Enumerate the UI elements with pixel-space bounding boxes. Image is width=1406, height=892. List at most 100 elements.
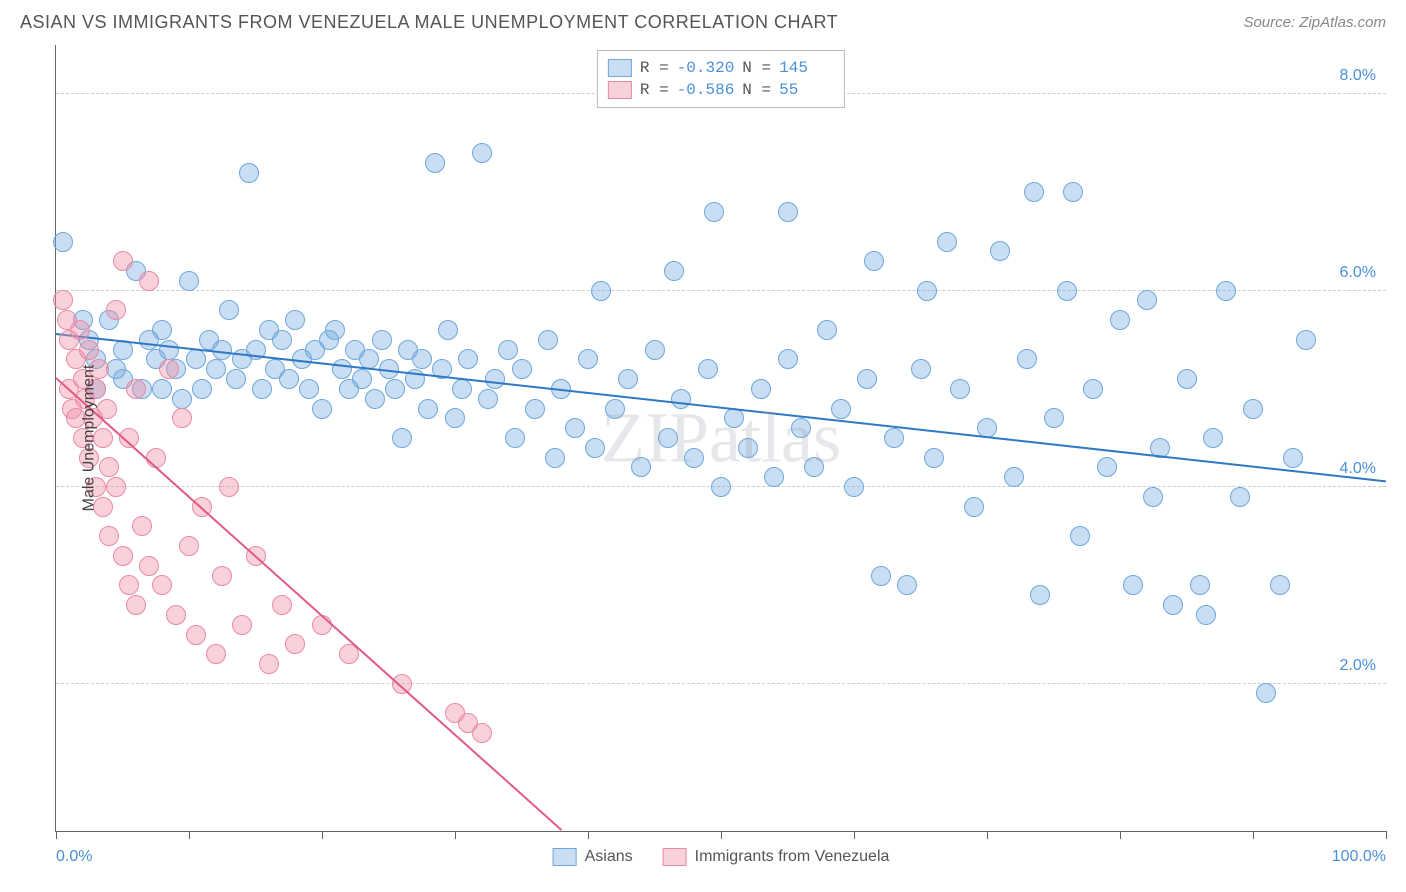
scatter-point (172, 408, 192, 428)
scatter-point (591, 281, 611, 301)
x-axis-max-label: 100.0% (1332, 848, 1386, 866)
scatter-point (917, 281, 937, 301)
scatter-point (1057, 281, 1077, 301)
scatter-point (79, 340, 99, 360)
scatter-point (1017, 349, 1037, 369)
scatter-point (645, 340, 665, 360)
scatter-point (412, 349, 432, 369)
scatter-point (1137, 290, 1157, 310)
scatter-point (671, 389, 691, 409)
scatter-point (239, 163, 259, 183)
scatter-point (458, 349, 478, 369)
legend-item-series2: Immigrants from Venezuela (663, 848, 890, 866)
scatter-point (472, 723, 492, 743)
scatter-point (804, 457, 824, 477)
scatter-point (219, 300, 239, 320)
scatter-point (252, 379, 272, 399)
x-tick (987, 831, 988, 839)
scatter-point (70, 320, 90, 340)
scatter-point (152, 575, 172, 595)
scatter-point (186, 625, 206, 645)
scatter-point (964, 497, 984, 517)
scatter-point (817, 320, 837, 340)
scatter-point (172, 389, 192, 409)
scatter-point (1044, 408, 1064, 428)
scatter-point (332, 359, 352, 379)
scatter-point (312, 399, 332, 419)
scatter-point (618, 369, 638, 389)
stats-row-series2: R = -0.586 N = 55 (608, 79, 834, 101)
scatter-point (425, 153, 445, 173)
scatter-point (990, 241, 1010, 261)
scatter-point (658, 428, 678, 448)
scatter-point (831, 399, 851, 419)
y-axis-title: Male Unemployment (80, 365, 98, 512)
scatter-point (485, 369, 505, 389)
x-tick (56, 831, 57, 839)
legend-swatch-series1 (553, 848, 577, 866)
scatter-point (884, 428, 904, 448)
scatter-point (857, 369, 877, 389)
scatter-point (139, 556, 159, 576)
x-tick (1253, 831, 1254, 839)
scatter-point (212, 566, 232, 586)
scatter-point (113, 251, 133, 271)
scatter-point (605, 399, 625, 419)
scatter-point (325, 320, 345, 340)
y-tick-label: 2.0% (1340, 657, 1376, 675)
scatter-point (1097, 457, 1117, 477)
scatter-point (279, 369, 299, 389)
scatter-point (299, 379, 319, 399)
scatter-point (179, 536, 199, 556)
y-tick-label: 6.0% (1340, 264, 1376, 282)
r-label: R = (640, 81, 669, 99)
scatter-point (53, 290, 73, 310)
n-label: N = (742, 81, 771, 99)
scatter-point (565, 418, 585, 438)
scatter-point (871, 566, 891, 586)
gridline (56, 683, 1386, 684)
source-attribution: Source: ZipAtlas.com (1243, 14, 1386, 31)
r-value-series1: -0.320 (677, 59, 735, 77)
trendline (56, 333, 1386, 482)
scatter-point (791, 418, 811, 438)
scatter-point (1296, 330, 1316, 350)
stats-legend-box: R = -0.320 N = 145 R = -0.586 N = 55 (597, 50, 845, 108)
scatter-point (192, 379, 212, 399)
scatter-point (126, 379, 146, 399)
scatter-point (372, 330, 392, 350)
scatter-point (186, 349, 206, 369)
scatter-point (119, 575, 139, 595)
scatter-point (99, 457, 119, 477)
scatter-point (272, 595, 292, 615)
scatter-point (1063, 182, 1083, 202)
legend-swatch-series2 (663, 848, 687, 866)
scatter-point (711, 477, 731, 497)
scatter-point (1203, 428, 1223, 448)
scatter-point (498, 340, 518, 360)
scatter-point (778, 202, 798, 222)
scatter-point (897, 575, 917, 595)
plot-area: 2.0%4.0%6.0%8.0% (56, 45, 1386, 831)
x-tick (588, 831, 589, 839)
scatter-point (365, 389, 385, 409)
scatter-point (159, 340, 179, 360)
scatter-point (1004, 467, 1024, 487)
scatter-point (937, 232, 957, 252)
scatter-point (1024, 182, 1044, 202)
scatter-point (126, 595, 146, 615)
scatter-point (445, 408, 465, 428)
scatter-point (352, 369, 372, 389)
scatter-point (106, 477, 126, 497)
gridline (56, 290, 1386, 291)
x-tick (854, 831, 855, 839)
swatch-series2 (608, 81, 632, 99)
stats-row-series1: R = -0.320 N = 145 (608, 57, 834, 79)
scatter-point (1177, 369, 1197, 389)
scatter-point (212, 340, 232, 360)
scatter-point (844, 477, 864, 497)
scatter-point (724, 408, 744, 428)
scatter-point (106, 300, 126, 320)
scatter-point (512, 359, 532, 379)
scatter-point (505, 428, 525, 448)
